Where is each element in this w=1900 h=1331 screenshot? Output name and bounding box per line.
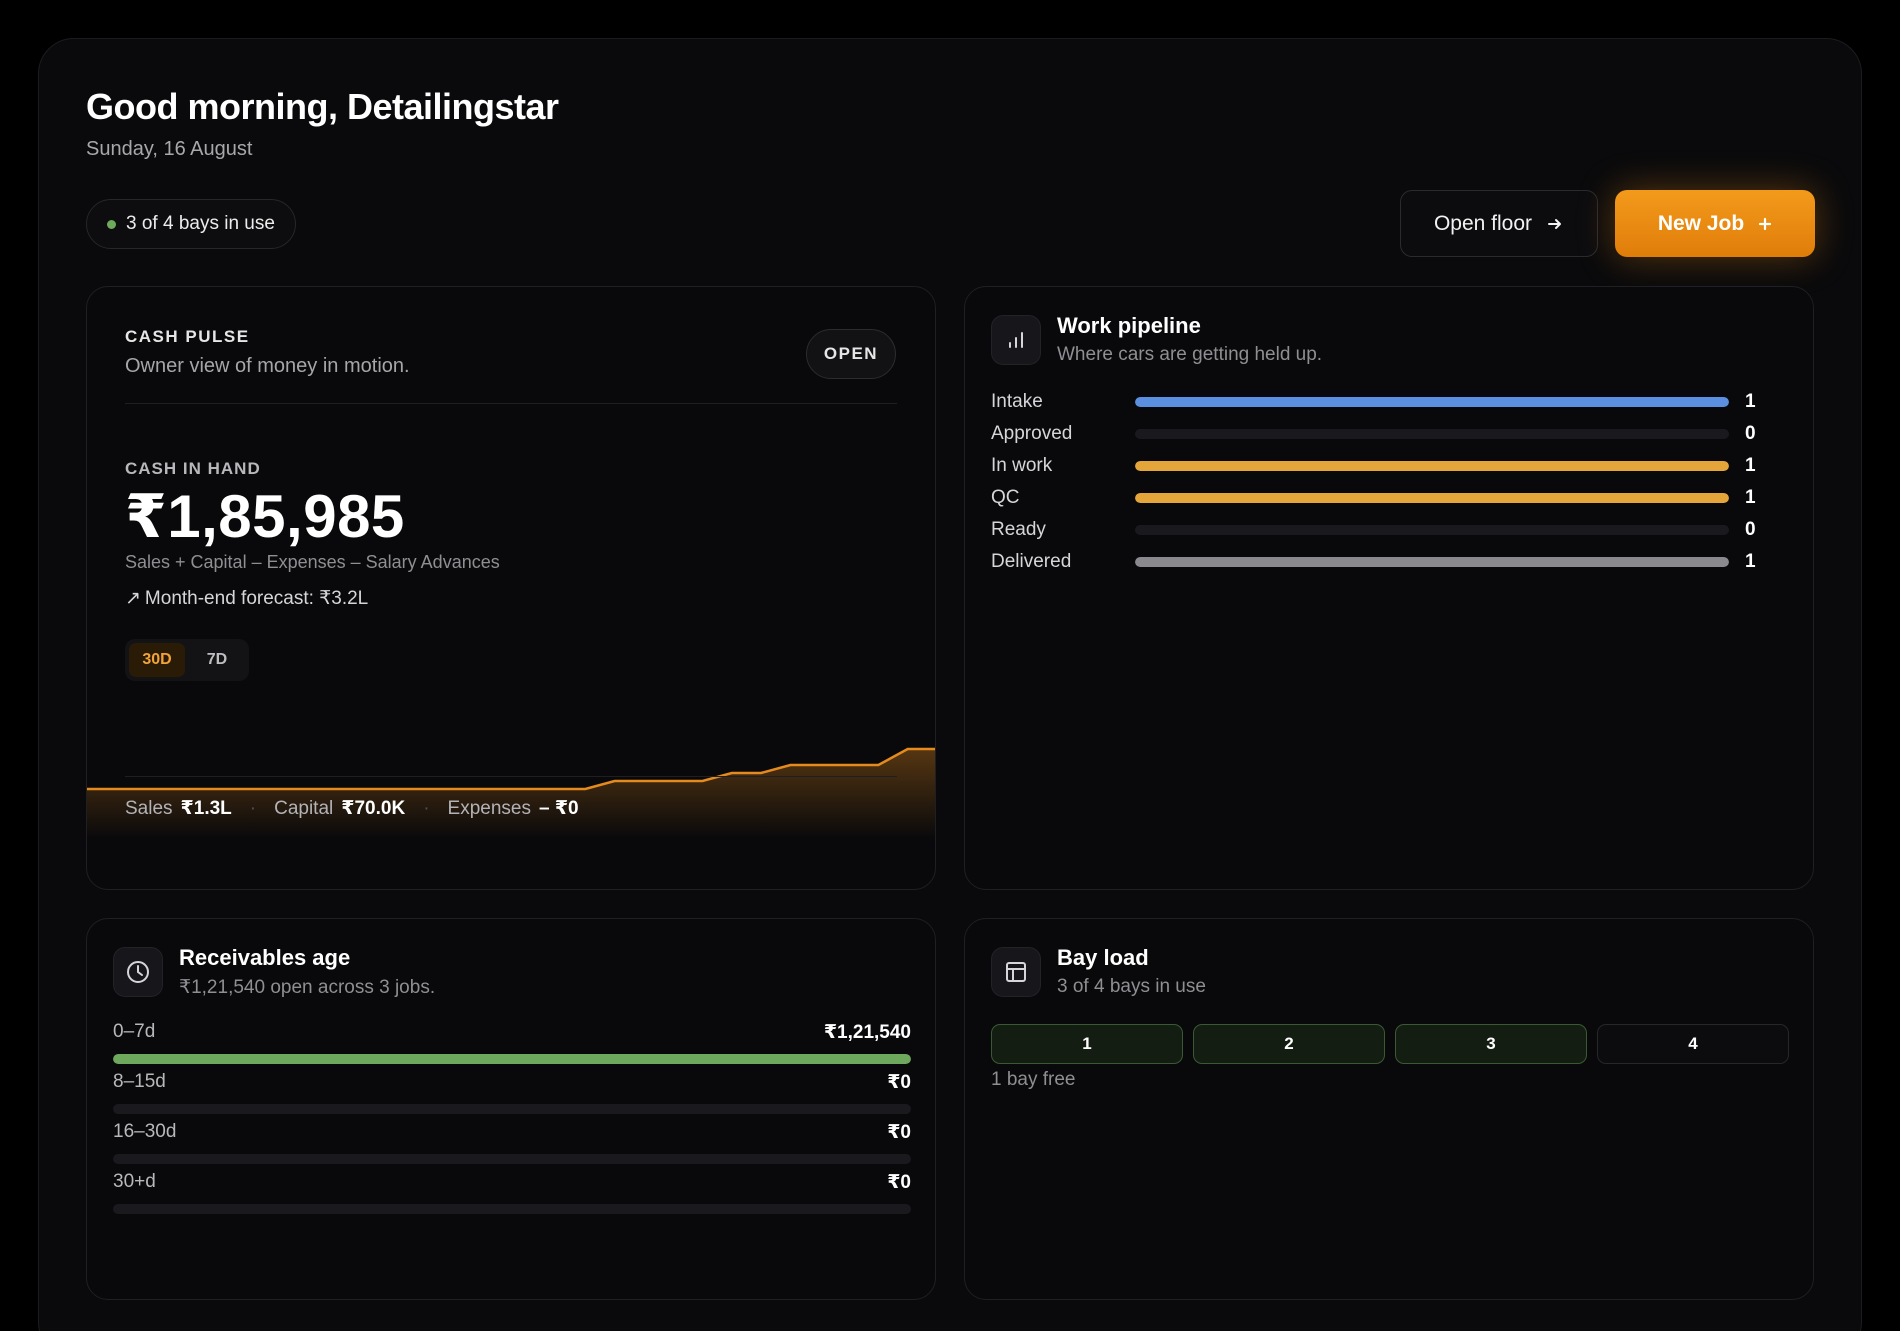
range-30d-button[interactable]: 30D	[129, 643, 185, 677]
cash-divider-bottom	[125, 776, 897, 777]
pipeline-stage-count: 1	[1745, 391, 1756, 412]
pipeline-stage-label: In work	[991, 455, 1053, 476]
bar-chart-icon	[991, 315, 1041, 365]
bucket-label: 16–30d	[113, 1121, 177, 1142]
trend-up-icon: ↗	[125, 588, 141, 609]
cash-pulse-title: CASH PULSE	[125, 327, 250, 346]
bucket-amount: ₹0	[887, 1072, 911, 1093]
open-floor-button[interactable]: Open floor	[1400, 190, 1598, 257]
pipeline-stage-label: Delivered	[991, 551, 1072, 572]
pipeline-stage-count: 1	[1745, 455, 1756, 476]
pipeline-stage-label: QC	[991, 487, 1020, 508]
cash-in-hand-label: CASH IN HAND	[125, 459, 261, 478]
cash-formula: Sales + Capital – Expenses – Salary Adva…	[125, 552, 500, 572]
bucket-track	[113, 1104, 911, 1114]
bucket-track	[113, 1054, 911, 1064]
bucket-fill	[113, 1054, 911, 1064]
cash-in-hand-amount: ₹1,85,985	[125, 483, 405, 550]
bay-load-title: Bay load	[1057, 945, 1149, 970]
pipeline-fill	[1135, 461, 1729, 471]
capital-total: Capital ₹70.0K	[274, 798, 406, 819]
cash-pulse-open-button[interactable]: OPEN	[806, 329, 896, 379]
pipeline-title: Work pipeline	[1057, 313, 1201, 338]
receivables-title: Receivables age	[179, 945, 351, 970]
pipeline-stage-count: 1	[1745, 487, 1756, 508]
range-7d-button[interactable]: 7D	[206, 651, 228, 668]
receivables-subtitle: ₹1,21,540 open across 3 jobs.	[179, 977, 436, 998]
arrow-right-icon	[1548, 218, 1562, 229]
pipeline-fill	[1135, 557, 1729, 567]
pipeline-subtitle: Where cars are getting held up.	[1057, 344, 1323, 365]
bucket-amount: ₹0	[887, 1122, 911, 1143]
bay-status-pill[interactable]: 3 of 4 bays in use	[86, 199, 296, 249]
bucket-track	[113, 1204, 911, 1214]
range-toggle: 30D 7D	[125, 639, 249, 681]
cash-totals: Sales ₹1.3L · Capital ₹70.0K · Expenses – ₹…	[125, 797, 579, 820]
separator: ·	[423, 797, 430, 819]
open-floor-label: Open floor	[1433, 211, 1533, 235]
pipeline-row[interactable]: Ready 0	[991, 515, 1791, 545]
sales-total: Sales ₹1.3L	[125, 798, 232, 819]
plus-icon	[1759, 217, 1772, 230]
pipeline-stage-label: Approved	[991, 423, 1073, 444]
cash-pulse-subtitle: Owner view of money in motion.	[125, 355, 410, 377]
sparkline-line	[87, 747, 935, 791]
receivable-bucket[interactable]: 30+d ₹0	[113, 1171, 911, 1214]
cash-divider-top	[125, 403, 897, 404]
greeting-title: Good morning, Detailingstar	[86, 86, 559, 127]
pipeline-row[interactable]: Intake 1	[991, 387, 1791, 417]
pipeline-stage-count: 0	[1745, 423, 1756, 444]
pipeline-stage-label: Ready	[991, 519, 1046, 540]
bay-free-note: 1 bay free	[991, 1069, 1076, 1090]
sparkline-area	[87, 749, 935, 839]
current-date: Sunday, 16 August	[86, 138, 253, 160]
forecast-text: Month-end forecast: ₹3.2L	[144, 588, 369, 609]
status-dot-icon	[107, 219, 116, 229]
bucket-label: 0–7d	[113, 1021, 156, 1042]
bucket-amount: ₹1,21,540	[823, 1022, 911, 1043]
bay-slot[interactable]: 1	[991, 1024, 1183, 1064]
pipeline-track	[1135, 429, 1729, 439]
bay-status-text: 3 of 4 bays in use	[126, 213, 275, 234]
pipeline-row[interactable]: In work 1	[991, 451, 1791, 481]
receivable-bucket[interactable]: 16–30d ₹0	[113, 1121, 911, 1164]
receivable-bucket[interactable]: 0–7d ₹1,21,540	[113, 1021, 911, 1064]
pipeline-track	[1135, 493, 1729, 503]
work-pipeline-card: Work pipeline Where cars are getting hel…	[964, 286, 1814, 890]
pipeline-stage-label: Intake	[991, 391, 1043, 412]
layout-icon	[991, 947, 1041, 997]
pipeline-track	[1135, 557, 1729, 567]
bucket-track	[113, 1154, 911, 1164]
pipeline-track	[1135, 461, 1729, 471]
bay-slot[interactable]: 4	[1597, 1024, 1789, 1064]
receivable-bucket[interactable]: 8–15d ₹0	[113, 1071, 911, 1114]
bucket-amount: ₹0	[887, 1172, 911, 1193]
pipeline-fill	[1135, 493, 1729, 503]
expenses-total: Expenses – ₹0	[447, 798, 579, 819]
pipeline-row[interactable]: QC 1	[991, 483, 1791, 513]
clock-icon	[113, 947, 163, 997]
bucket-label: 8–15d	[113, 1071, 166, 1092]
bucket-label: 30+d	[113, 1171, 156, 1192]
cash-pulse-card: CASH PULSE Owner view of money in motion…	[86, 286, 936, 890]
receivables-card: Receivables age ₹1,21,540 open across 3 …	[86, 918, 936, 1300]
pipeline-row[interactable]: Approved 0	[991, 419, 1791, 449]
cash-trend-sparkline	[87, 747, 935, 839]
pipeline-fill	[1135, 397, 1729, 407]
separator: ·	[249, 797, 257, 819]
month-end-forecast: ↗ Month-end forecast: ₹3.2L	[125, 587, 368, 610]
bay-slot[interactable]: 3	[1395, 1024, 1587, 1064]
pipeline-stage-count: 0	[1745, 519, 1756, 540]
pipeline-track	[1135, 525, 1729, 535]
new-job-button[interactable]: New Job	[1615, 190, 1815, 257]
pipeline-track	[1135, 397, 1729, 407]
bay-slot[interactable]: 2	[1193, 1024, 1385, 1064]
new-job-label: New Job	[1657, 211, 1745, 235]
pipeline-row[interactable]: Delivered 1	[991, 547, 1791, 577]
pipeline-stage-count: 1	[1745, 551, 1756, 572]
bay-load-subtitle: 3 of 4 bays in use	[1057, 976, 1206, 997]
